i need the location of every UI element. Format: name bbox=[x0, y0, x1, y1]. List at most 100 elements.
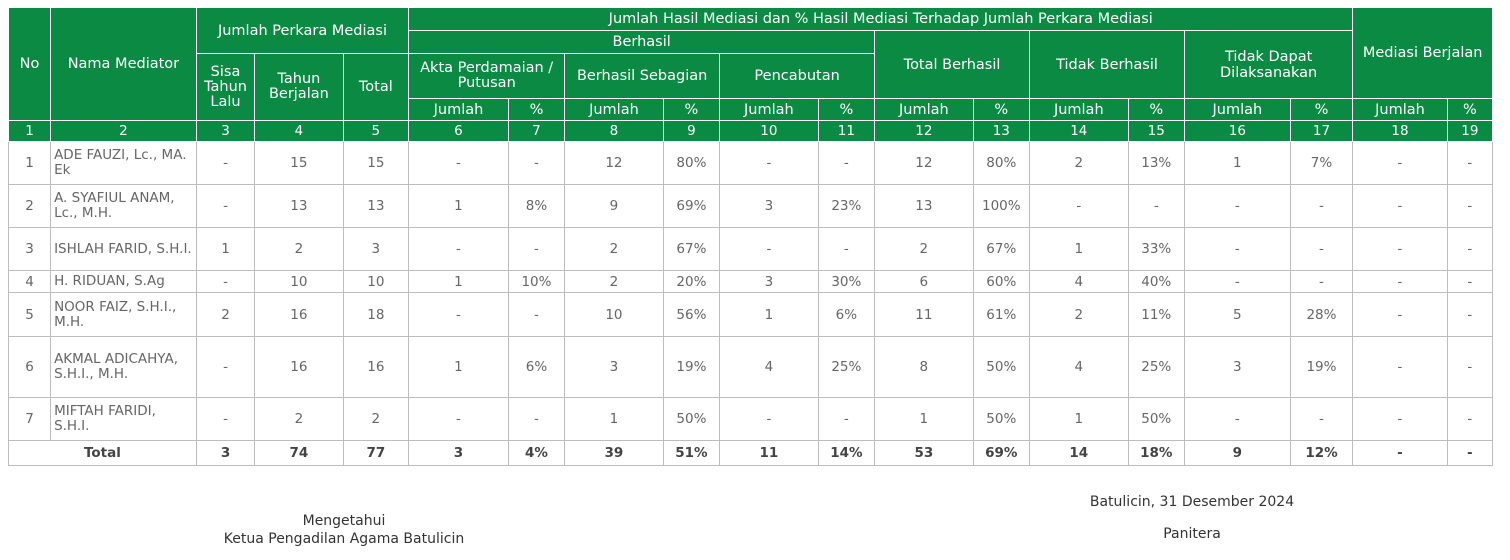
row-number-cell: 1 bbox=[7, 141, 52, 185]
table-row: 4 H. RIDUAN, S.Ag -10 10 1 10% 2 20% 3 30% 6 60% 4 40… bbox=[7, 270, 1494, 293]
table-cell: - bbox=[1289, 227, 1354, 271]
header-hasil-mediasi: Jumlah Hasil Mediasi dan % Hasil Mediasi… bbox=[408, 7, 1354, 31]
mediator-name-cell: AKMAL ADICAHYA, S.H.I., M.H. bbox=[50, 336, 197, 398]
table-cell: - bbox=[817, 397, 876, 441]
table-cell: 11 bbox=[874, 292, 974, 337]
column-number: 4 bbox=[254, 120, 344, 142]
table-cell: 1 bbox=[1029, 397, 1129, 441]
table-cell: 8% bbox=[507, 184, 566, 228]
table-cell: 3 bbox=[1183, 336, 1291, 398]
total-cell: 14% bbox=[817, 440, 876, 466]
table-cell: 3 bbox=[719, 184, 819, 228]
total-cell: - bbox=[1446, 440, 1494, 466]
table-cell: 80% bbox=[972, 141, 1031, 185]
header-nama-mediator: Nama Mediator bbox=[50, 7, 197, 121]
panitera-text: Panitera bbox=[1163, 526, 1221, 542]
table-cell: 4 bbox=[1029, 270, 1129, 293]
table-cell: 1 bbox=[408, 184, 509, 228]
table-cell: - bbox=[195, 397, 256, 441]
table-cell: 2 bbox=[1029, 141, 1129, 185]
table-cell: 10 bbox=[564, 292, 664, 337]
table-cell: - bbox=[1352, 184, 1448, 228]
subheader-jumlah-tidak-dapat: Jumlah bbox=[1183, 98, 1291, 121]
table-cell: - bbox=[408, 397, 509, 441]
subheader-jumlah-pencabutan: Jumlah bbox=[719, 98, 819, 121]
total-cell: - bbox=[1352, 440, 1448, 466]
table-cell: 10% bbox=[507, 270, 566, 293]
table-cell: - bbox=[408, 227, 509, 271]
table-cell: 19% bbox=[1289, 336, 1354, 398]
row-number-cell: 5 bbox=[7, 292, 52, 337]
table-cell: 5 bbox=[1183, 292, 1291, 337]
table-cell: - bbox=[1446, 336, 1494, 398]
table-cell: 2 bbox=[564, 270, 664, 293]
table-cell: - bbox=[507, 397, 566, 441]
table-cell: 15 bbox=[342, 141, 410, 185]
sub-header-row: Jumlah% Jumlah% Jumlah% Jumlah% Jumlah% Jumla… bbox=[9, 98, 1494, 121]
table-cell: 2 bbox=[254, 227, 344, 271]
table-cell: - bbox=[507, 227, 566, 271]
table-cell: 100% bbox=[972, 184, 1031, 228]
table-body: 1 ADE FAUZI, Lc., MA. Ek -15 15- -12 80% - -12 8… bbox=[7, 141, 1494, 441]
subheader-jumlah-mediasi-berjalan: Jumlah bbox=[1352, 98, 1448, 121]
total-cell: 53 bbox=[874, 440, 974, 466]
table-row: 1 ADE FAUZI, Lc., MA. Ek -15 15- -12 80% - -12 8… bbox=[7, 141, 1494, 185]
table-cell: 10 bbox=[254, 270, 344, 293]
table-cell: 1 bbox=[408, 336, 509, 398]
column-number-row: 1 2 3 4 5 6 7 8 9 10 11 12 13 14 15 16 17 18 19 bbox=[7, 120, 1494, 142]
column-number: 6 bbox=[408, 120, 509, 142]
table-cell: 6% bbox=[507, 336, 566, 398]
table-cell: - bbox=[1352, 141, 1448, 185]
total-cell: 3 bbox=[195, 440, 256, 466]
table-cell: 3 bbox=[564, 336, 664, 398]
signature-right: Batulicin, 31 Desember 2024 Panitera bbox=[1082, 494, 1302, 542]
subheader-jumlah-sebagian: Jumlah bbox=[564, 98, 664, 121]
column-number: 8 bbox=[564, 120, 664, 142]
table-cell: 30% bbox=[817, 270, 876, 293]
table-cell: 67% bbox=[972, 227, 1031, 271]
table-cell: 7% bbox=[1289, 141, 1354, 185]
subheader-percent-mediasi-berjalan: % bbox=[1446, 98, 1494, 121]
column-number: 19 bbox=[1446, 120, 1494, 142]
table-cell: - bbox=[1183, 227, 1291, 271]
table-cell: - bbox=[1352, 336, 1448, 398]
header-total-berhasil: Total Berhasil bbox=[874, 30, 1031, 99]
table-cell: - bbox=[817, 141, 876, 185]
table-cell: 56% bbox=[662, 292, 721, 337]
table-cell: 3 bbox=[719, 270, 819, 293]
column-number: 13 bbox=[972, 120, 1031, 142]
table-cell: 25% bbox=[817, 336, 876, 398]
column-number: 3 bbox=[195, 120, 256, 142]
mediator-name-cell: A. SYAFIUL ANAM, Lc., M.H. bbox=[50, 184, 197, 228]
table-cell: - bbox=[1352, 397, 1448, 441]
subheader-percent-sebagian: % bbox=[662, 98, 721, 121]
table-cell: 50% bbox=[1127, 397, 1185, 441]
total-label: Total bbox=[8, 440, 197, 466]
total-cell: 69% bbox=[972, 440, 1031, 466]
table-cell: 2 bbox=[254, 397, 344, 441]
table-cell: 61% bbox=[972, 292, 1031, 337]
table-cell: - bbox=[1289, 397, 1354, 441]
header-pencabutan: Pencabutan bbox=[719, 53, 876, 99]
table-cell: - bbox=[1183, 184, 1291, 228]
column-number: 14 bbox=[1029, 120, 1129, 142]
table-cell: 1 bbox=[1183, 141, 1291, 185]
table-cell: 13 bbox=[254, 184, 344, 228]
header-mediasi-berjalan: Mediasi Berjalan bbox=[1352, 7, 1493, 99]
subheader-percent-tidak-dapat: % bbox=[1289, 98, 1354, 121]
column-number: 18 bbox=[1352, 120, 1448, 142]
table-cell: 6 bbox=[874, 270, 974, 293]
table-cell: 16 bbox=[342, 336, 410, 398]
row-number-cell: 7 bbox=[7, 397, 52, 441]
row-number-cell: 4 bbox=[7, 270, 52, 293]
table-cell: - bbox=[1446, 292, 1494, 337]
date-place-text: Batulicin, 31 Desember 2024 bbox=[1089, 494, 1295, 510]
total-cell: 77 bbox=[342, 440, 410, 466]
table-cell: 19% bbox=[662, 336, 721, 398]
column-number: 12 bbox=[874, 120, 974, 142]
table-cell: 50% bbox=[972, 336, 1031, 398]
table-cell: - bbox=[195, 184, 256, 228]
header-jumlah-perkara: Jumlah Perkara Mediasi bbox=[195, 7, 410, 54]
total-cell: 18% bbox=[1127, 440, 1185, 466]
table-cell: 16 bbox=[254, 336, 344, 398]
